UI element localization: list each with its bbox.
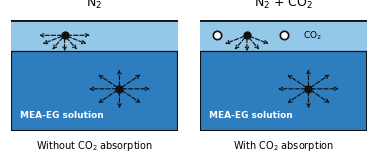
Text: N$_2$: N$_2$ — [87, 0, 102, 11]
Text: CO$_2$: CO$_2$ — [304, 29, 322, 41]
Bar — [11, 20, 178, 51]
Text: Without CO$_2$ absorption: Without CO$_2$ absorption — [36, 139, 153, 153]
Bar — [200, 20, 367, 51]
Text: With CO$_2$ absorption: With CO$_2$ absorption — [233, 139, 334, 153]
Text: MEA-EG solution: MEA-EG solution — [209, 111, 293, 120]
Text: MEA-EG solution: MEA-EG solution — [20, 111, 104, 120]
Text: N$_2$ + CO$_2$: N$_2$ + CO$_2$ — [254, 0, 313, 11]
